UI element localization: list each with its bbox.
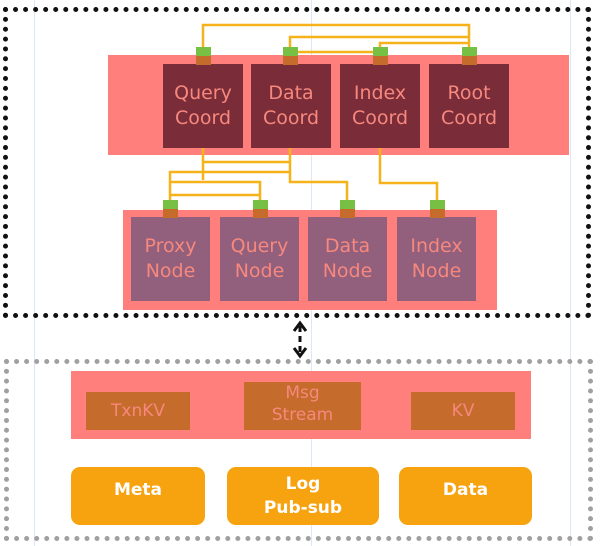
bidirectional-arrow xyxy=(292,320,308,359)
log-pub-sub-storage: Log Pub-sub xyxy=(227,467,379,525)
link-querynode xyxy=(170,180,262,200)
connector-icon xyxy=(340,209,355,218)
kv: KV xyxy=(411,392,515,430)
storage-layer-boundary xyxy=(4,359,593,541)
connector-icon xyxy=(430,200,445,209)
link-data-datanode xyxy=(201,148,349,200)
link-index-root xyxy=(378,41,469,47)
query-coord: Query Coord xyxy=(163,64,243,148)
connector-icon xyxy=(340,200,355,209)
connector-icon xyxy=(462,47,477,56)
connector-icon xyxy=(253,209,268,218)
query-node: Query Node xyxy=(220,217,299,301)
connector-icon xyxy=(163,209,178,218)
root-coord: Root Coord xyxy=(429,64,509,148)
data-storage: Data xyxy=(399,467,532,525)
link-index-indexnode xyxy=(378,148,439,200)
compute-layer-boundary xyxy=(3,7,591,318)
data-coord: Data Coord xyxy=(251,64,331,148)
connector-icon xyxy=(196,56,211,65)
connector-icon xyxy=(163,200,178,209)
index-coord: Index Coord xyxy=(340,64,420,148)
meta-storage: Meta xyxy=(71,467,205,525)
connector-icon xyxy=(373,47,388,56)
connector-icon xyxy=(462,56,477,65)
index-node: Index Node xyxy=(397,217,476,301)
link-proxy xyxy=(168,170,290,200)
connector-icon xyxy=(430,209,445,218)
guide-line xyxy=(570,0,571,546)
connector-icon xyxy=(373,56,388,65)
msg-stream: Msg Stream xyxy=(244,382,361,430)
connector-icon xyxy=(253,200,268,209)
connector-icon xyxy=(283,56,298,65)
connector-icon xyxy=(283,47,298,56)
data-node: Data Node xyxy=(308,217,387,301)
txnkv: TxnKV xyxy=(86,392,190,430)
link-data-root xyxy=(288,35,469,47)
connector-icon xyxy=(196,47,211,56)
guide-line xyxy=(34,0,35,546)
proxy-node: Proxy Node xyxy=(131,217,210,301)
